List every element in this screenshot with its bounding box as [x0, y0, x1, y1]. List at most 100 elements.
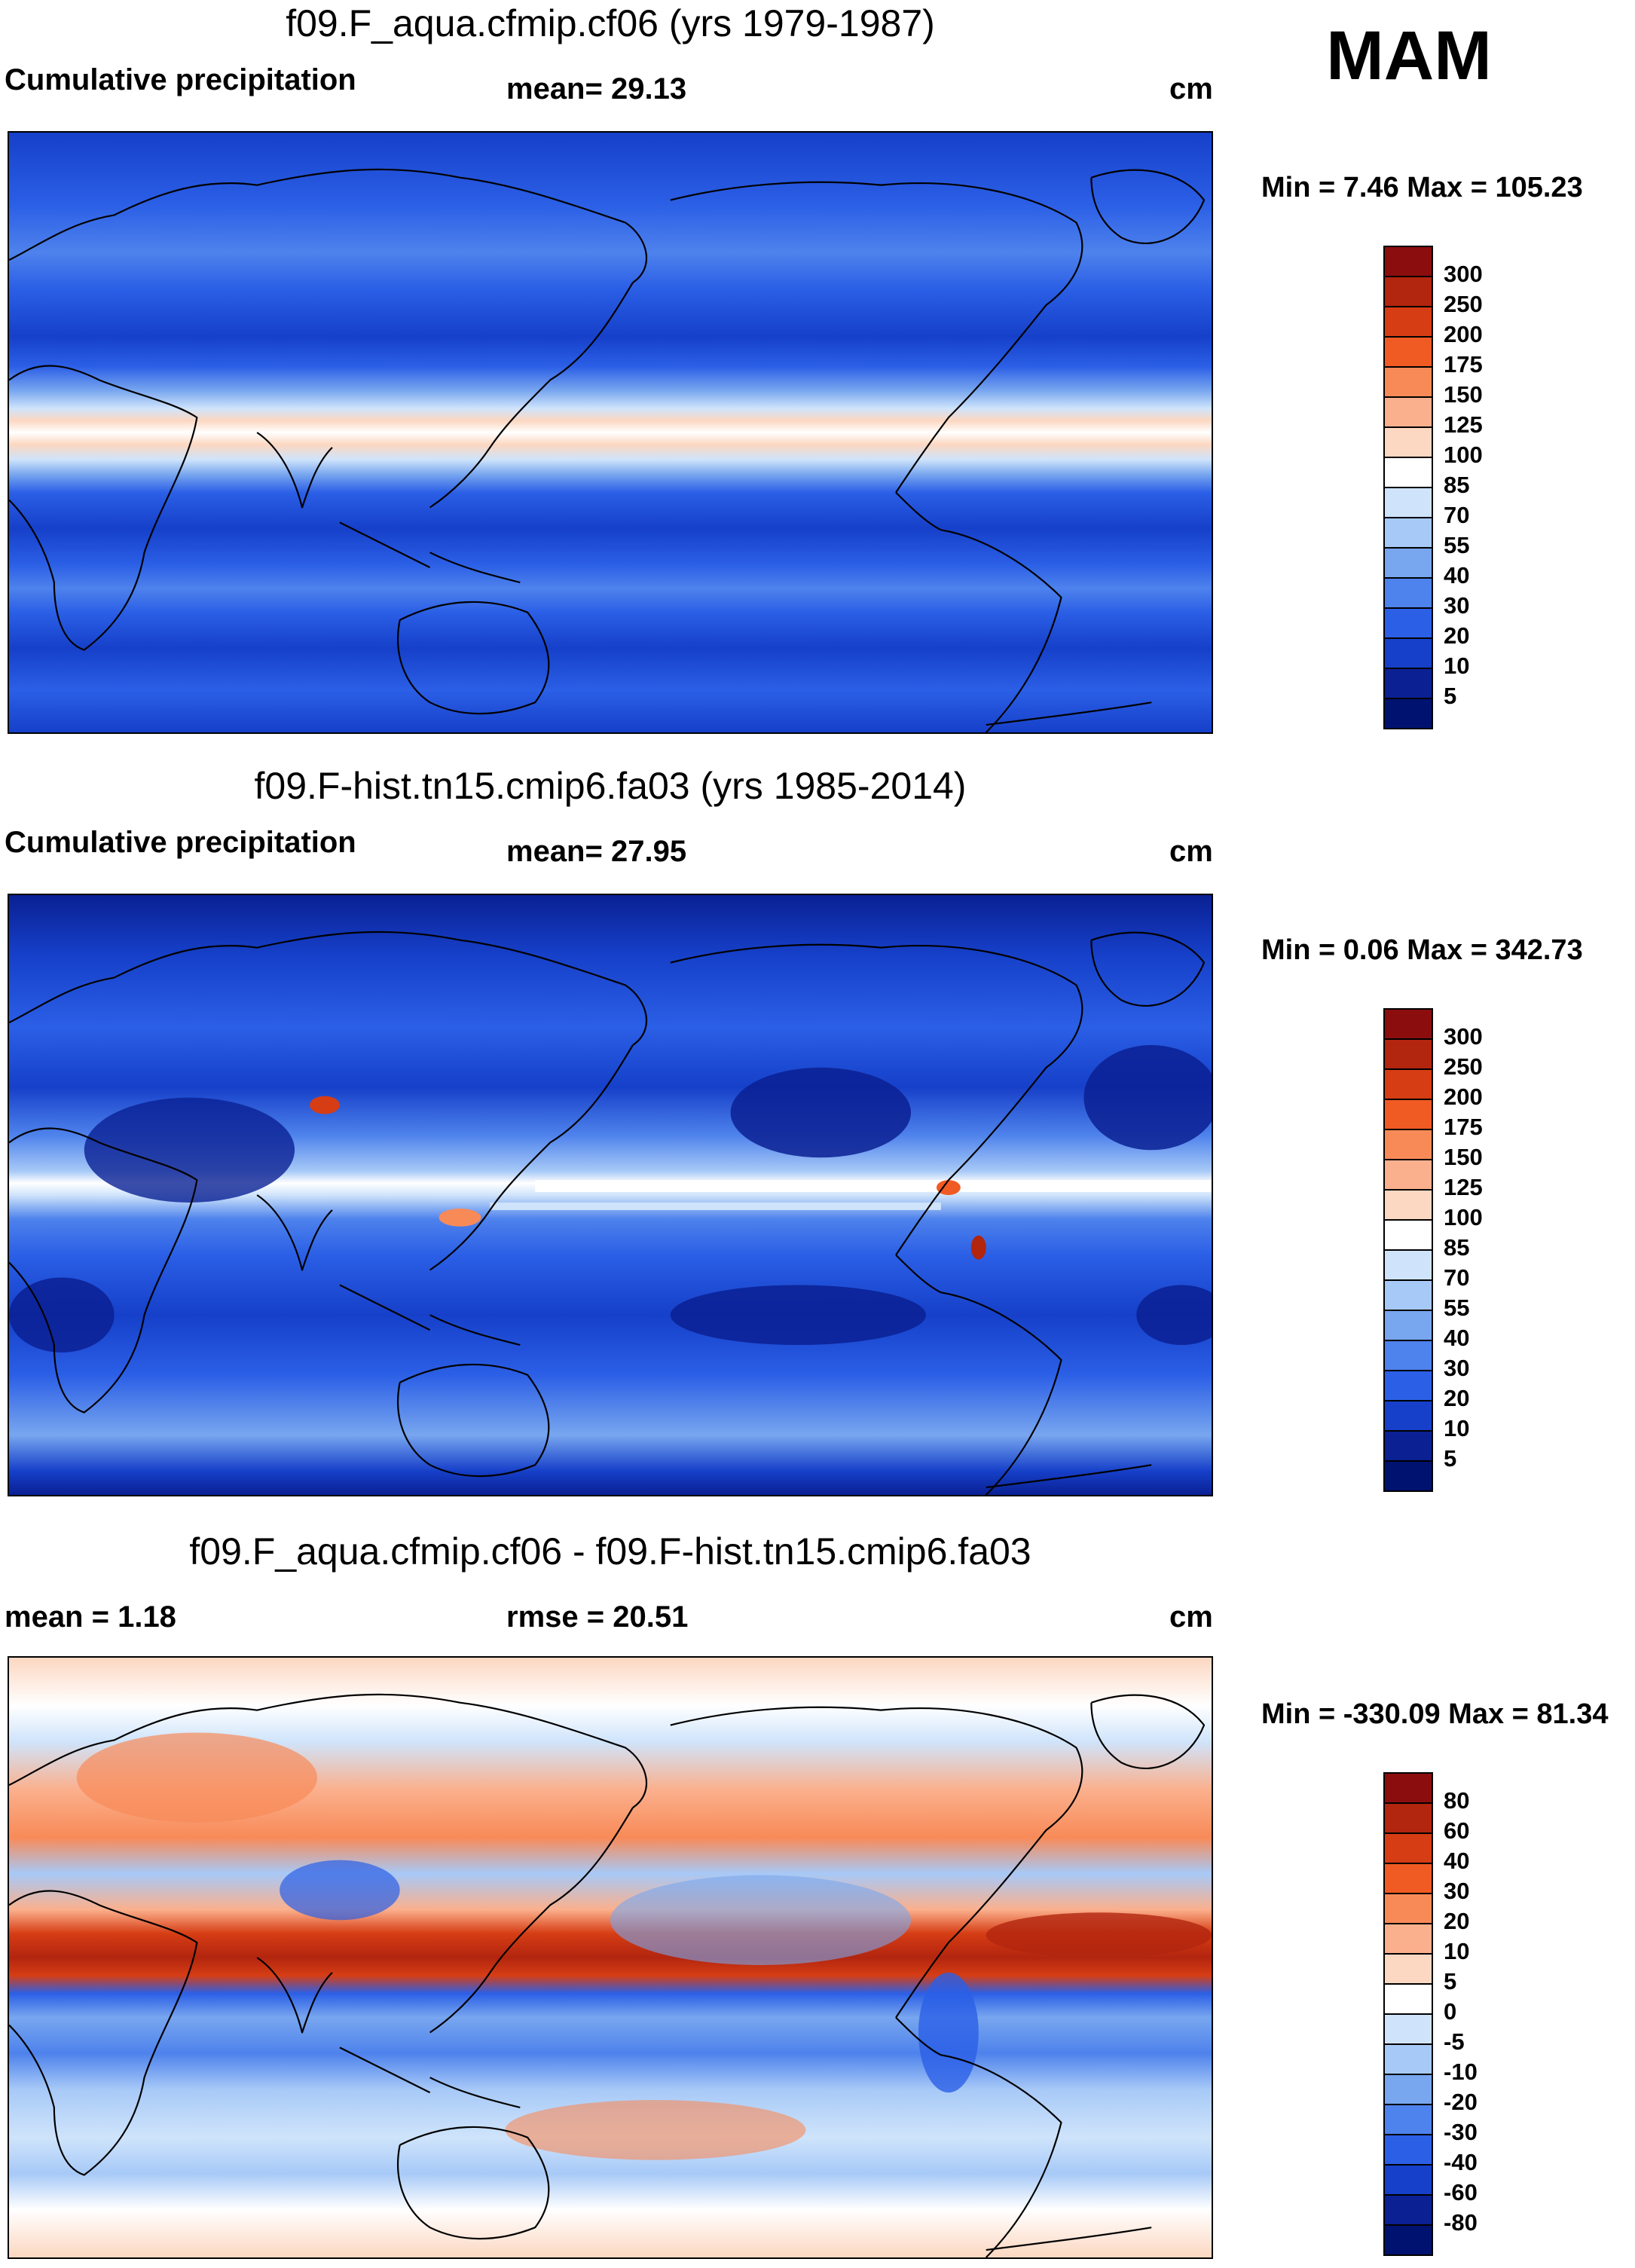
season-label: MAM: [1326, 17, 1492, 94]
panel3-units: cm: [1169, 1600, 1213, 1634]
colorbar-swatch: [1383, 1008, 1433, 1040]
colorbar-swatch: [1383, 2164, 1433, 2196]
colorbar-swatch: [1383, 1802, 1433, 1834]
colorbar-label: 200: [1444, 321, 1483, 347]
panel3-colorbar: [1383, 1772, 1433, 2256]
colorbar-swatch: [1383, 1340, 1433, 1371]
colorbar-swatch: [1383, 2134, 1433, 2166]
colorbar-label: 40: [1444, 1848, 1470, 1874]
coastlines: [9, 1693, 1206, 2257]
colorbar-label: 55: [1444, 532, 1470, 558]
panel1-minmax: Min = 7.46 Max = 105.23: [1261, 172, 1583, 203]
colorbar-label: -60: [1444, 2179, 1478, 2205]
panel2-minmax: Min = 0.06 Max = 342.73: [1261, 934, 1583, 966]
colorbar-swatch: [1383, 1099, 1433, 1130]
colorbar-label: 250: [1444, 291, 1483, 317]
panel2-units: cm: [1169, 835, 1213, 868]
colorbar-swatch: [1383, 1068, 1433, 1100]
colorbar-swatch: [1383, 1893, 1433, 1924]
colorbar-swatch: [1383, 668, 1433, 699]
panel1-title: f09.F_aqua.cfmip.cf06 (yrs 1979-1987): [286, 2, 935, 44]
colorbar-label: 70: [1444, 1264, 1470, 1291]
panel2-colorbar: [1383, 1008, 1433, 1492]
colorbar-swatch: [1383, 1460, 1433, 1492]
colorbar-label: 30: [1444, 1355, 1470, 1381]
colorbar-swatch: [1383, 1863, 1433, 1894]
panel1-map: [8, 131, 1213, 734]
colorbar-label: 300: [1444, 1023, 1483, 1050]
panel2-title: f09.F-hist.tn15.cmip6.fa03 (yrs 1985-201…: [254, 765, 967, 807]
colorbar-swatch: [1383, 487, 1433, 518]
colorbar-label: 200: [1444, 1084, 1483, 1110]
colorbar-swatch: [1383, 426, 1433, 458]
colorbar-swatch: [1383, 1129, 1433, 1160]
colorbar-swatch: [1383, 2074, 1433, 2105]
colorbar-label: 0: [1444, 1998, 1457, 2025]
colorbar-label: 175: [1444, 351, 1483, 377]
colorbar-label: -40: [1444, 2149, 1478, 2175]
colorbar-swatch: [1383, 577, 1433, 609]
coastlines: [9, 931, 1206, 1495]
colorbar-label: 20: [1444, 622, 1470, 649]
colorbar-label: 40: [1444, 562, 1470, 588]
panel1-units: cm: [1169, 72, 1213, 105]
panel1-left-label: Cumulative precipitation: [5, 63, 356, 96]
colorbar-label: 5: [1444, 1968, 1457, 1994]
colorbar-label: 70: [1444, 502, 1470, 528]
colorbar-label: 85: [1444, 472, 1470, 498]
colorbar-swatch: [1383, 1279, 1433, 1311]
colorbar-label: -5: [1444, 2028, 1465, 2055]
colorbar-label: -30: [1444, 2119, 1478, 2145]
panel3-map: [8, 1656, 1213, 2259]
colorbar-label: 85: [1444, 1234, 1470, 1261]
panel2-center-label: mean= 27.95: [506, 835, 687, 868]
colorbar-label: -80: [1444, 2209, 1478, 2236]
colorbar-swatch: [1383, 1923, 1433, 1955]
colorbar-swatch: [1383, 607, 1433, 639]
colorbar-swatch: [1383, 1219, 1433, 1251]
colorbar-label: 10: [1444, 653, 1470, 679]
colorbar-swatch: [1383, 1310, 1433, 1341]
colorbar-label: 55: [1444, 1294, 1470, 1321]
colorbar-swatch: [1383, 2043, 1433, 2075]
colorbar-label: 80: [1444, 1787, 1470, 1814]
colorbar-label: 150: [1444, 1144, 1483, 1170]
colorbar-swatch: [1383, 637, 1433, 669]
colorbar-label: 125: [1444, 1174, 1483, 1200]
colorbar-swatch: [1383, 1370, 1433, 1401]
colorbar-swatch: [1383, 457, 1433, 488]
panel3-center-label: rmse = 20.51: [506, 1600, 689, 1634]
colorbar-label: 250: [1444, 1053, 1483, 1080]
colorbar-swatch: [1383, 1772, 1433, 1804]
colorbar-label: 150: [1444, 381, 1483, 408]
colorbar-label: 300: [1444, 261, 1483, 287]
panel2-map: [8, 894, 1213, 1496]
colorbar-swatch: [1383, 517, 1433, 549]
colorbar-label: 60: [1444, 1817, 1470, 1844]
colorbar-swatch: [1383, 2104, 1433, 2135]
colorbar-swatch: [1383, 1189, 1433, 1221]
colorbar-swatch: [1383, 1983, 1433, 2015]
colorbar-swatch: [1383, 306, 1433, 338]
panel1-colorbar: [1383, 246, 1433, 729]
colorbar-label: 10: [1444, 1938, 1470, 1964]
colorbar-swatch: [1383, 547, 1433, 579]
colorbar-label: 30: [1444, 592, 1470, 619]
colorbar-swatch: [1383, 246, 1433, 277]
colorbar-label: -20: [1444, 2089, 1478, 2115]
colorbar-swatch: [1383, 698, 1433, 729]
colorbar-label: 5: [1444, 1445, 1457, 1472]
colorbar-swatch: [1383, 1038, 1433, 1070]
colorbar-label: 175: [1444, 1114, 1483, 1140]
colorbar-swatch: [1383, 1159, 1433, 1191]
colorbar-label: 100: [1444, 1204, 1483, 1230]
colorbar-label: 100: [1444, 442, 1483, 468]
colorbar-label: 125: [1444, 411, 1483, 438]
colorbar-label: 20: [1444, 1385, 1470, 1411]
colorbar-swatch: [1383, 366, 1433, 398]
colorbar-label: 30: [1444, 1878, 1470, 1904]
panel1-center-label: mean= 29.13: [506, 72, 687, 105]
colorbar-swatch: [1383, 1832, 1433, 1864]
colorbar-swatch: [1383, 276, 1433, 307]
panel3-minmax: Min = -330.09 Max = 81.34: [1261, 1698, 1609, 1730]
